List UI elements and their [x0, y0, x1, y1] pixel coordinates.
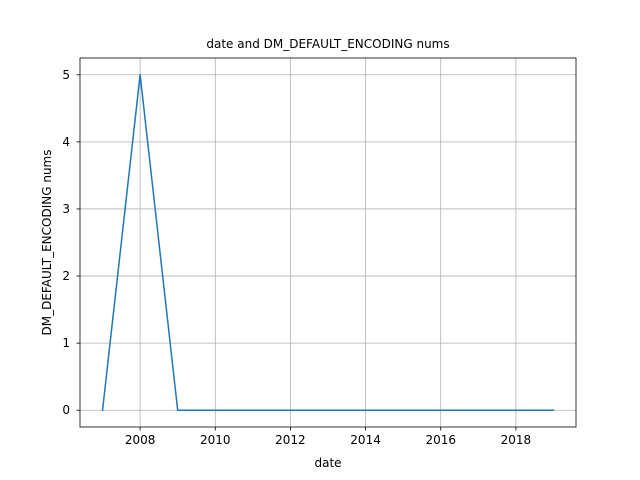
series-layer: [101, 74, 555, 412]
y-tick-label: 0: [62, 403, 70, 417]
x-tick-label: 2012: [275, 433, 306, 447]
series-line: [101, 74, 555, 412]
x-axis-ticks: 2008 2010 2012 2014 2016 2018: [125, 427, 531, 447]
x-tick-label: 2018: [501, 433, 532, 447]
y-tick-label: 2: [62, 269, 70, 283]
chart-title: date and DM_DEFAULT_ENCODING nums: [206, 37, 449, 51]
x-tick-label: 2014: [350, 433, 381, 447]
y-tick-label: 5: [62, 68, 70, 82]
y-tick-label: 4: [62, 135, 70, 149]
y-axis-ticks: 0 1 2 3 4 5: [62, 68, 80, 417]
x-axis-label: date: [314, 456, 341, 470]
y-tick-label: 3: [62, 202, 70, 216]
y-tick-label: 1: [62, 336, 70, 350]
x-tick-label: 2016: [425, 433, 456, 447]
y-axis-label: DM_DEFAULT_ENCODING nums: [40, 150, 54, 336]
x-tick-label: 2010: [200, 433, 231, 447]
plot-area: [80, 58, 576, 427]
plot-frame: [79, 57, 577, 428]
x-tick-label: 2008: [125, 433, 156, 447]
